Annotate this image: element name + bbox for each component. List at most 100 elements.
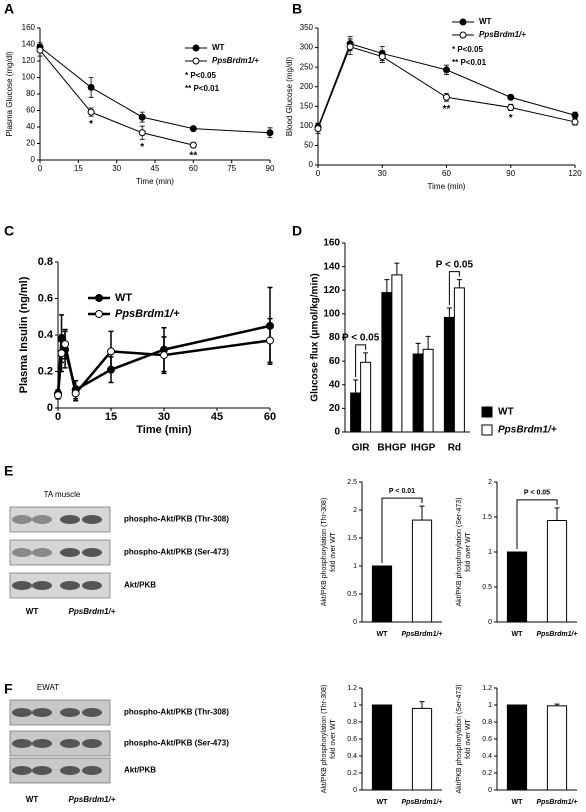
- x-tick-label: PpsBrdm1/+: [401, 631, 442, 638]
- x-tick-label: BHGP: [377, 443, 406, 454]
- data-point: [266, 129, 274, 137]
- blot-lane-label: WT: [26, 607, 39, 616]
- error-bar: [394, 262, 400, 275]
- y-tick-label: 1: [488, 702, 492, 709]
- blot-band: [32, 548, 52, 557]
- significance-bracket: [448, 271, 460, 305]
- data-point: [87, 108, 95, 116]
- x-axis-label: Time (min): [136, 177, 174, 186]
- y-tick-label: 160: [323, 238, 340, 249]
- y-axis-label: Blood Glucose (mg/dl): [285, 57, 294, 136]
- blot-band: [32, 581, 52, 590]
- x-tick-label: PpsBrdm1/+: [401, 799, 442, 806]
- error-bar: [419, 701, 425, 709]
- legend-marker: [459, 18, 467, 26]
- legend-marker: [95, 310, 103, 318]
- bar: [350, 392, 362, 433]
- blot-band: [32, 766, 52, 775]
- y-tick-label: 0.6: [38, 292, 53, 304]
- y-axis-label: Akt/PKB phosphorylation (Thr-308): [321, 685, 328, 794]
- y-tick-label: 100: [323, 309, 340, 320]
- x-tick-label: 60: [189, 164, 198, 173]
- y-tick-label: 40: [329, 379, 341, 390]
- y-tick-label: 0.4: [347, 753, 357, 760]
- annotation: *: [509, 113, 513, 124]
- y-tick-label: 0: [334, 427, 340, 438]
- data-point: [571, 111, 579, 119]
- x-tick-label: 90: [266, 164, 275, 173]
- y-tick-label: 120: [323, 285, 340, 296]
- blot-band: [82, 581, 102, 590]
- blot-band: [12, 515, 32, 524]
- y-tick-label: 200: [300, 82, 314, 91]
- chart: 0 0.5 1 1.5 2 2.5 Akt/PKB phosphorylation (Thr…: [321, 479, 443, 638]
- legend-marker: [192, 57, 200, 65]
- blot-band: [12, 581, 32, 590]
- legend-label: WT: [212, 43, 225, 52]
- y-tick-label: 1: [488, 549, 492, 556]
- x-tick-label: 15: [74, 164, 83, 173]
- y-tick-label: 60: [26, 106, 35, 115]
- x-tick-label: 120: [568, 169, 582, 178]
- bar: [381, 292, 393, 433]
- y-tick-label: 1.2: [482, 685, 492, 692]
- data-point: [346, 43, 354, 51]
- y-tick-label: 140: [22, 40, 36, 49]
- annotation: P < 0.01: [389, 488, 415, 495]
- data-point: [314, 125, 322, 133]
- blot-row-label: phospho-Akt/PKB (Thr-308): [124, 708, 229, 717]
- y-axis-label: Plasma Glucose (mg/dl): [5, 51, 14, 137]
- y-axis-label: Akt/PKB phosphorylation (Ser-473): [456, 685, 463, 794]
- y-axis-label: fold over WT: [330, 718, 337, 758]
- blot-band: [12, 548, 32, 557]
- y-tick-label: 0: [353, 787, 357, 794]
- annotation: P < 0.05: [342, 332, 380, 343]
- x-tick-label: 90: [506, 169, 515, 178]
- error-bar: [419, 505, 425, 521]
- y-tick-label: 100: [22, 73, 36, 82]
- y-tick-label: 350: [300, 23, 314, 32]
- y-tick-label: 0: [353, 619, 357, 626]
- y-tick-label: 0: [47, 402, 53, 414]
- bar: [546, 705, 568, 791]
- y-tick-label: 0: [488, 619, 492, 626]
- blot-band: [82, 766, 102, 775]
- y-tick-label: 1: [353, 702, 357, 709]
- data-point: [189, 141, 197, 149]
- x-tick-label: WT: [377, 631, 389, 638]
- bar: [506, 551, 528, 623]
- bar: [453, 287, 465, 433]
- x-tick-label: PpsBrdm1/+: [536, 631, 577, 638]
- series-line: [317, 46, 576, 129]
- blot-panel: F EWAT phospho-Akt/PKB (Thr-308) phospho-Ak…: [4, 681, 229, 804]
- error-bar: [554, 703, 560, 706]
- data-point: [138, 129, 146, 137]
- x-tick-label: 0: [38, 164, 43, 173]
- y-tick-label: 80: [329, 332, 341, 343]
- legend-label: WT: [498, 407, 514, 418]
- y-tick-label: 250: [300, 62, 314, 71]
- significance-bracket: [355, 344, 367, 378]
- y-tick-label: 1: [353, 563, 357, 570]
- data-point: [57, 349, 66, 358]
- blot-row-label: phospho-Akt/PKB (Ser-473): [124, 739, 229, 748]
- x-axis-label: Time (min): [428, 182, 466, 191]
- x-tick-label: 60: [442, 169, 451, 178]
- y-tick-label: 0.2: [347, 770, 357, 777]
- legend-label: PpsBrdm1/+: [479, 30, 526, 39]
- annotation: *: [89, 119, 93, 130]
- series-line: [39, 49, 194, 146]
- x-tick-label: IHGP: [411, 443, 436, 454]
- chart: C 0 0.2 0.4 0.6 0.8 Plasma Insulin (ng/ml) Time…: [4, 223, 276, 436]
- error-bar: [353, 379, 359, 394]
- x-tick-label: 30: [378, 169, 387, 178]
- error-bar: [363, 352, 369, 363]
- y-tick-label: 0.4: [38, 329, 54, 341]
- error-bar: [456, 279, 462, 288]
- data-point: [107, 347, 115, 356]
- data-point: [189, 125, 197, 133]
- blot-band: [82, 708, 102, 717]
- bar: [411, 519, 433, 623]
- y-tick-label: 0.8: [347, 719, 357, 726]
